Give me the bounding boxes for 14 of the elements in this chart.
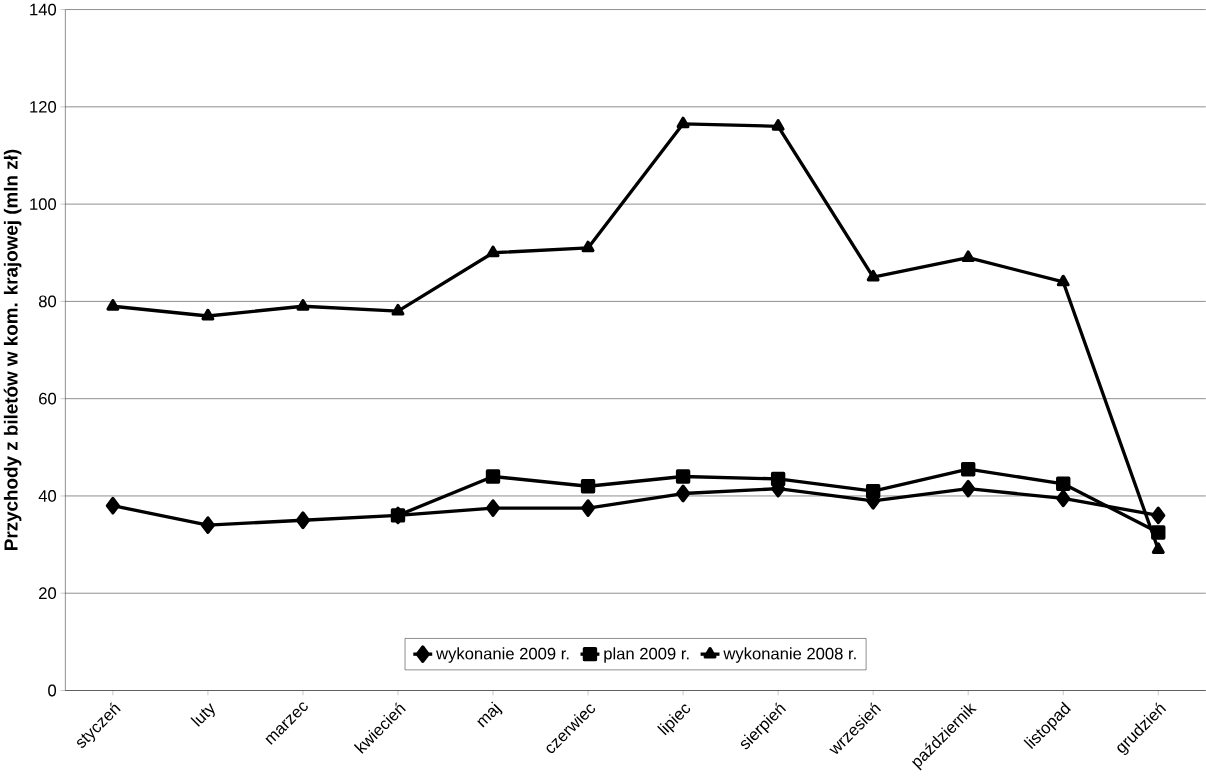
y-tick-label: 120 bbox=[30, 100, 57, 113]
y-axis-title: Przychody z biletów w kom. krajowej (mln zł) bbox=[3, 149, 22, 550]
y-tick-label: 80 bbox=[38, 295, 57, 308]
legend-label: plan 2009 r. bbox=[604, 647, 689, 663]
y-tick-label: 60 bbox=[39, 392, 57, 405]
y-tick-label: 20 bbox=[39, 587, 57, 599]
y-tick-label: 0 bbox=[48, 684, 57, 697]
y-tick-label: 40 bbox=[38, 489, 57, 502]
legend-label: wykonanie 2009 r. bbox=[436, 647, 569, 663]
y-tick-label: 140 bbox=[30, 3, 57, 16]
x-tick-label: maj bbox=[477, 701, 503, 728]
y-tick-label: 100 bbox=[30, 198, 57, 210]
x-tick-label: luty bbox=[190, 702, 215, 727]
legend-label: wykonanie 2008 r. bbox=[723, 647, 856, 663]
